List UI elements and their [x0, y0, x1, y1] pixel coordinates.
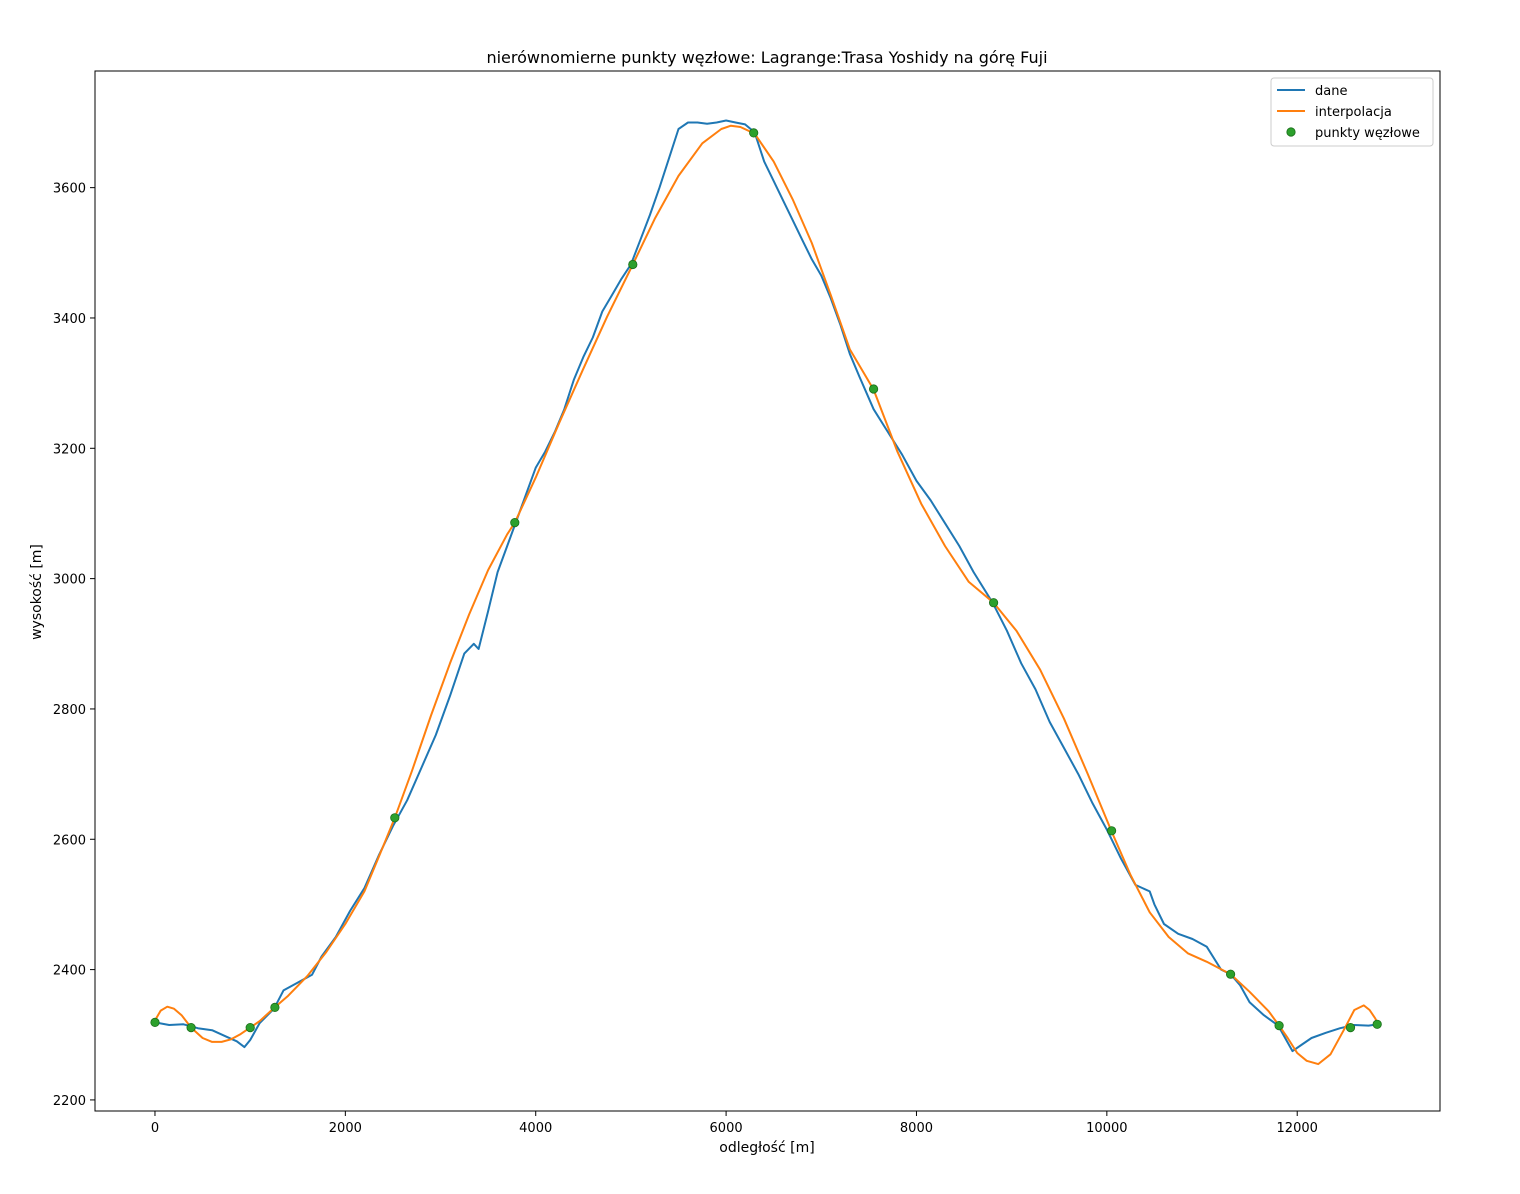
y-tick-label: 2400	[53, 964, 86, 979]
x-tick-label: 10000	[1086, 1121, 1127, 1136]
y-tick-label: 2200	[53, 1094, 86, 1109]
legend-label: dane	[1315, 84, 1347, 99]
node-point	[270, 1002, 280, 1013]
x-tick-label: 8000	[900, 1121, 933, 1136]
x-axis-label: odległość [m]	[719, 1140, 814, 1156]
node-point	[390, 813, 400, 823]
y-tick-label: 3000	[53, 573, 86, 588]
node-point	[749, 128, 759, 138]
node-point	[1345, 1022, 1356, 1033]
y-tick-label: 3400	[53, 312, 86, 327]
node-point	[628, 259, 638, 270]
x-tick-label: 2000	[329, 1121, 362, 1136]
y-tick-label: 3600	[53, 182, 86, 197]
legend-label: punkty węzłowe	[1315, 126, 1420, 141]
node-point	[510, 517, 520, 528]
node-point	[1274, 1020, 1284, 1031]
legend-box	[1270, 77, 1434, 147]
node-point	[1372, 1019, 1382, 1029]
node-point	[245, 1022, 255, 1033]
x-tick-label: 12000	[1277, 1121, 1318, 1136]
x-tick-label: 4000	[519, 1121, 552, 1136]
x-tick-label: 6000	[710, 1121, 743, 1136]
axes: 0 2000 4000 6000 8000 10000 12000 2200 2400 2600 2…	[53, 70, 1441, 1136]
node-point	[150, 1017, 160, 1028]
node-point	[1226, 969, 1236, 979]
chart-title: nierównomierne punkty węzłowe: Lagrange:…	[486, 48, 1047, 67]
y-tick-label: 2800	[53, 703, 86, 718]
node-point	[868, 384, 879, 394]
y-axis-label: wysokość [m]	[29, 544, 45, 640]
legend-swatch	[1286, 127, 1296, 137]
y-tick-label: 3200	[53, 442, 86, 457]
x-tick-label: 0	[151, 1121, 159, 1136]
node-point	[1107, 826, 1117, 836]
legend-label: interpolacja	[1315, 105, 1392, 120]
plot-area	[150, 119, 1382, 1066]
series-line-interpolacja	[154, 124, 1380, 1066]
node-point	[186, 1022, 196, 1033]
axes-frame	[94, 70, 1441, 1112]
node-point	[988, 598, 999, 608]
legend: dane interpolacja punkty węzłowe	[1270, 77, 1434, 147]
y-tick-label: 2600	[53, 833, 86, 848]
